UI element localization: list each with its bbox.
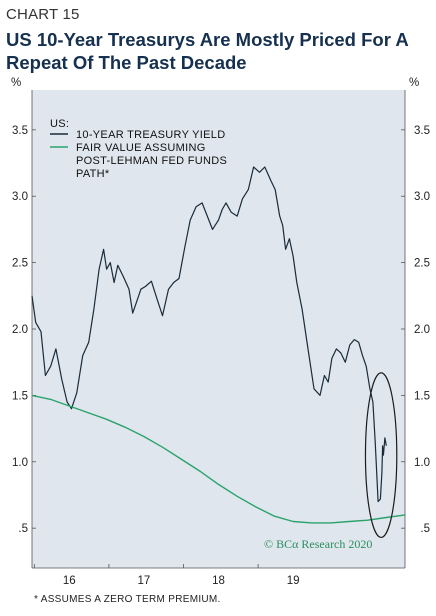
y-tick-label-right: 2.0 xyxy=(414,324,430,336)
x-tick-label: 18 xyxy=(212,575,225,587)
left-unit-label: % xyxy=(11,77,21,89)
x-tick-label: 17 xyxy=(138,575,151,587)
y-tick-label-left: 1.5 xyxy=(12,390,28,402)
y-tick-label-left: 2.0 xyxy=(12,324,28,336)
y-tick-label-right: 1.5 xyxy=(414,390,430,402)
plot-area xyxy=(32,90,405,568)
highlight-ellipse xyxy=(364,372,398,539)
legend-label-fair-value: POST-LEHMAN FED FUNDS xyxy=(76,155,227,167)
y-tick-label-right: 3.0 xyxy=(414,191,430,203)
y-tick-label-left: 1.0 xyxy=(12,457,28,469)
y-tick-label-right: 1.0 xyxy=(414,457,430,469)
x-tick-label: 16 xyxy=(63,575,76,587)
y-tick-label-right: .5 xyxy=(420,523,430,535)
chart-label: CHART 15 xyxy=(6,6,80,23)
right-unit-label: % xyxy=(409,77,419,89)
y-tick-label-right: 2.5 xyxy=(414,258,430,270)
y-tick-label-left: 3.5 xyxy=(12,125,28,137)
footnote: * ASSUMES A ZERO TERM PREMIUM. xyxy=(34,594,221,605)
credit-label: © BCα Research 2020 xyxy=(264,537,372,551)
y-tick-label-left: 2.5 xyxy=(12,258,28,270)
fair-value-line xyxy=(31,394,406,524)
legend-label-fair-value: FAIR VALUE ASSUMING xyxy=(76,142,206,154)
chart-title: US 10-Year Treasurys Are Mostly Priced F… xyxy=(6,29,409,73)
y-tick-label-left: .5 xyxy=(18,523,28,535)
legend-label-yield: 10-YEAR TREASURY YIELD xyxy=(76,129,225,141)
x-tick-label: 19 xyxy=(287,575,300,587)
y-tick-label-right: 3.5 xyxy=(414,125,430,137)
legend-label-fair-value: PATH* xyxy=(76,168,110,180)
legend-header: US: xyxy=(50,118,69,130)
y-tick-label-left: 3.0 xyxy=(12,191,28,203)
yield-line xyxy=(31,166,387,503)
